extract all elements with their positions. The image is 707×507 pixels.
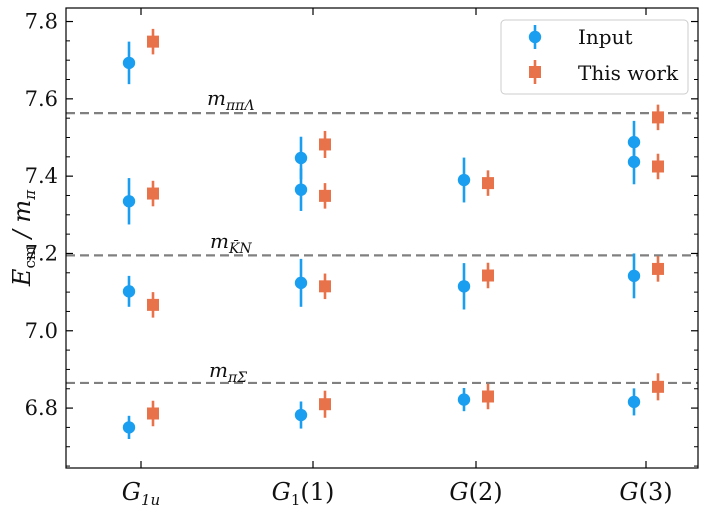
reference-lines (66, 112, 698, 385)
point-this-work-13 (652, 262, 664, 275)
point-this-work-0 (147, 35, 159, 48)
point-input-3 (122, 421, 136, 434)
point-this-work-14 (652, 380, 664, 393)
legend-this-work-label: This work (578, 61, 679, 85)
point-this-work-6 (319, 280, 331, 293)
legend-input-marker (528, 30, 542, 44)
point-input-6 (294, 276, 308, 290)
y-tick-label: 7.2 (25, 241, 58, 265)
legend-this-work-marker (529, 66, 541, 78)
y-tick-label: 7.4 (25, 164, 58, 188)
point-input-8 (457, 173, 471, 187)
y-axis-label: Ecm / mπ (8, 189, 39, 287)
legend-input-label: Input (578, 25, 633, 49)
point-this-work-3 (147, 407, 159, 420)
point-this-work-1 (147, 187, 159, 200)
point-this-work-5 (319, 189, 331, 202)
point-this-work-7 (319, 398, 331, 411)
y-tick-label: 6.8 (25, 396, 58, 420)
point-input-14 (627, 395, 641, 409)
point-input-5 (294, 183, 308, 196)
point-input-13 (627, 269, 641, 283)
x-tick-label-g-2: G(2) (449, 478, 502, 506)
point-input-1 (122, 195, 136, 208)
point-input-2 (122, 285, 136, 298)
point-this-work-9 (482, 269, 494, 282)
x-tick-label-g-3: G(3) (619, 478, 672, 506)
point-input-12 (627, 155, 641, 169)
point-input-7 (294, 408, 308, 422)
legend: Input This work (500, 19, 689, 95)
data-points (122, 28, 664, 440)
x-tick-label-g1u: G1u (122, 478, 160, 507)
x-tick-label-g1-1: G1(1) (272, 478, 335, 507)
x-axis-ticks (140, 8, 647, 468)
point-this-work-8 (482, 177, 494, 190)
point-this-work-12 (652, 160, 664, 173)
point-input-10 (457, 393, 471, 406)
y-tick-label: 7.8 (25, 10, 58, 34)
y-tick-label: 7.6 (25, 87, 58, 111)
point-this-work-10 (482, 390, 494, 403)
point-input-9 (457, 280, 471, 293)
y-axis-ticks: 6.8 7.0 7.2 7.4 7.6 7.8 (25, 10, 698, 467)
y-tick-label: 7.0 (25, 319, 58, 343)
point-input-0 (122, 56, 136, 70)
plot-frame (65, 7, 699, 469)
legend-box (500, 19, 689, 95)
point-this-work-4 (319, 138, 331, 151)
point-this-work-2 (147, 298, 159, 311)
point-this-work-11 (652, 111, 664, 124)
point-input-4 (294, 151, 308, 165)
